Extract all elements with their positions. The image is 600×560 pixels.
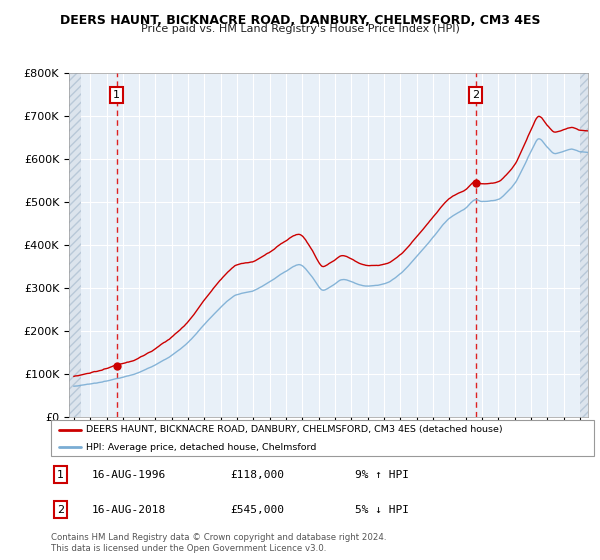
Text: DEERS HAUNT, BICKNACRE ROAD, DANBURY, CHELMSFORD, CM3 4ES: DEERS HAUNT, BICKNACRE ROAD, DANBURY, CH…: [60, 14, 540, 27]
Text: £118,000: £118,000: [230, 470, 284, 479]
Text: 16-AUG-2018: 16-AUG-2018: [92, 505, 166, 515]
Text: 9% ↑ HPI: 9% ↑ HPI: [355, 470, 409, 479]
Text: 1: 1: [57, 470, 64, 479]
Text: Price paid vs. HM Land Registry's House Price Index (HPI): Price paid vs. HM Land Registry's House …: [140, 24, 460, 34]
Bar: [580, 73, 588, 417]
Text: DEERS HAUNT, BICKNACRE ROAD, DANBURY, CHELMSFORD, CM3 4ES (detached house): DEERS HAUNT, BICKNACRE ROAD, DANBURY, CH…: [86, 426, 503, 435]
Bar: [69, 73, 81, 417]
Text: 2: 2: [57, 505, 64, 515]
Text: 16-AUG-1996: 16-AUG-1996: [92, 470, 166, 479]
Text: HPI: Average price, detached house, Chelmsford: HPI: Average price, detached house, Chel…: [86, 443, 317, 452]
Text: £545,000: £545,000: [230, 505, 284, 515]
Text: 1: 1: [113, 90, 120, 100]
FancyBboxPatch shape: [51, 420, 594, 456]
Text: 5% ↓ HPI: 5% ↓ HPI: [355, 505, 409, 515]
Text: 2: 2: [472, 90, 479, 100]
Text: Contains HM Land Registry data © Crown copyright and database right 2024.
This d: Contains HM Land Registry data © Crown c…: [51, 533, 386, 553]
